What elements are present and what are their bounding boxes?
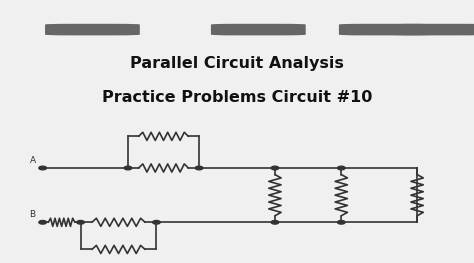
Text: B: B: [29, 210, 36, 219]
FancyBboxPatch shape: [391, 24, 474, 36]
FancyBboxPatch shape: [339, 24, 434, 36]
Text: Practice Problems Circuit #10: Practice Problems Circuit #10: [102, 90, 372, 105]
FancyBboxPatch shape: [45, 24, 140, 36]
Circle shape: [39, 166, 46, 170]
Text: A: A: [29, 156, 36, 165]
Circle shape: [153, 220, 160, 224]
Circle shape: [39, 220, 46, 224]
Text: Parallel Circuit Analysis: Parallel Circuit Analysis: [130, 57, 344, 72]
Circle shape: [271, 220, 279, 224]
FancyBboxPatch shape: [211, 24, 306, 36]
Circle shape: [271, 166, 279, 170]
Circle shape: [195, 166, 203, 170]
Circle shape: [124, 166, 132, 170]
Circle shape: [337, 166, 345, 170]
Circle shape: [77, 220, 84, 224]
Circle shape: [337, 220, 345, 224]
